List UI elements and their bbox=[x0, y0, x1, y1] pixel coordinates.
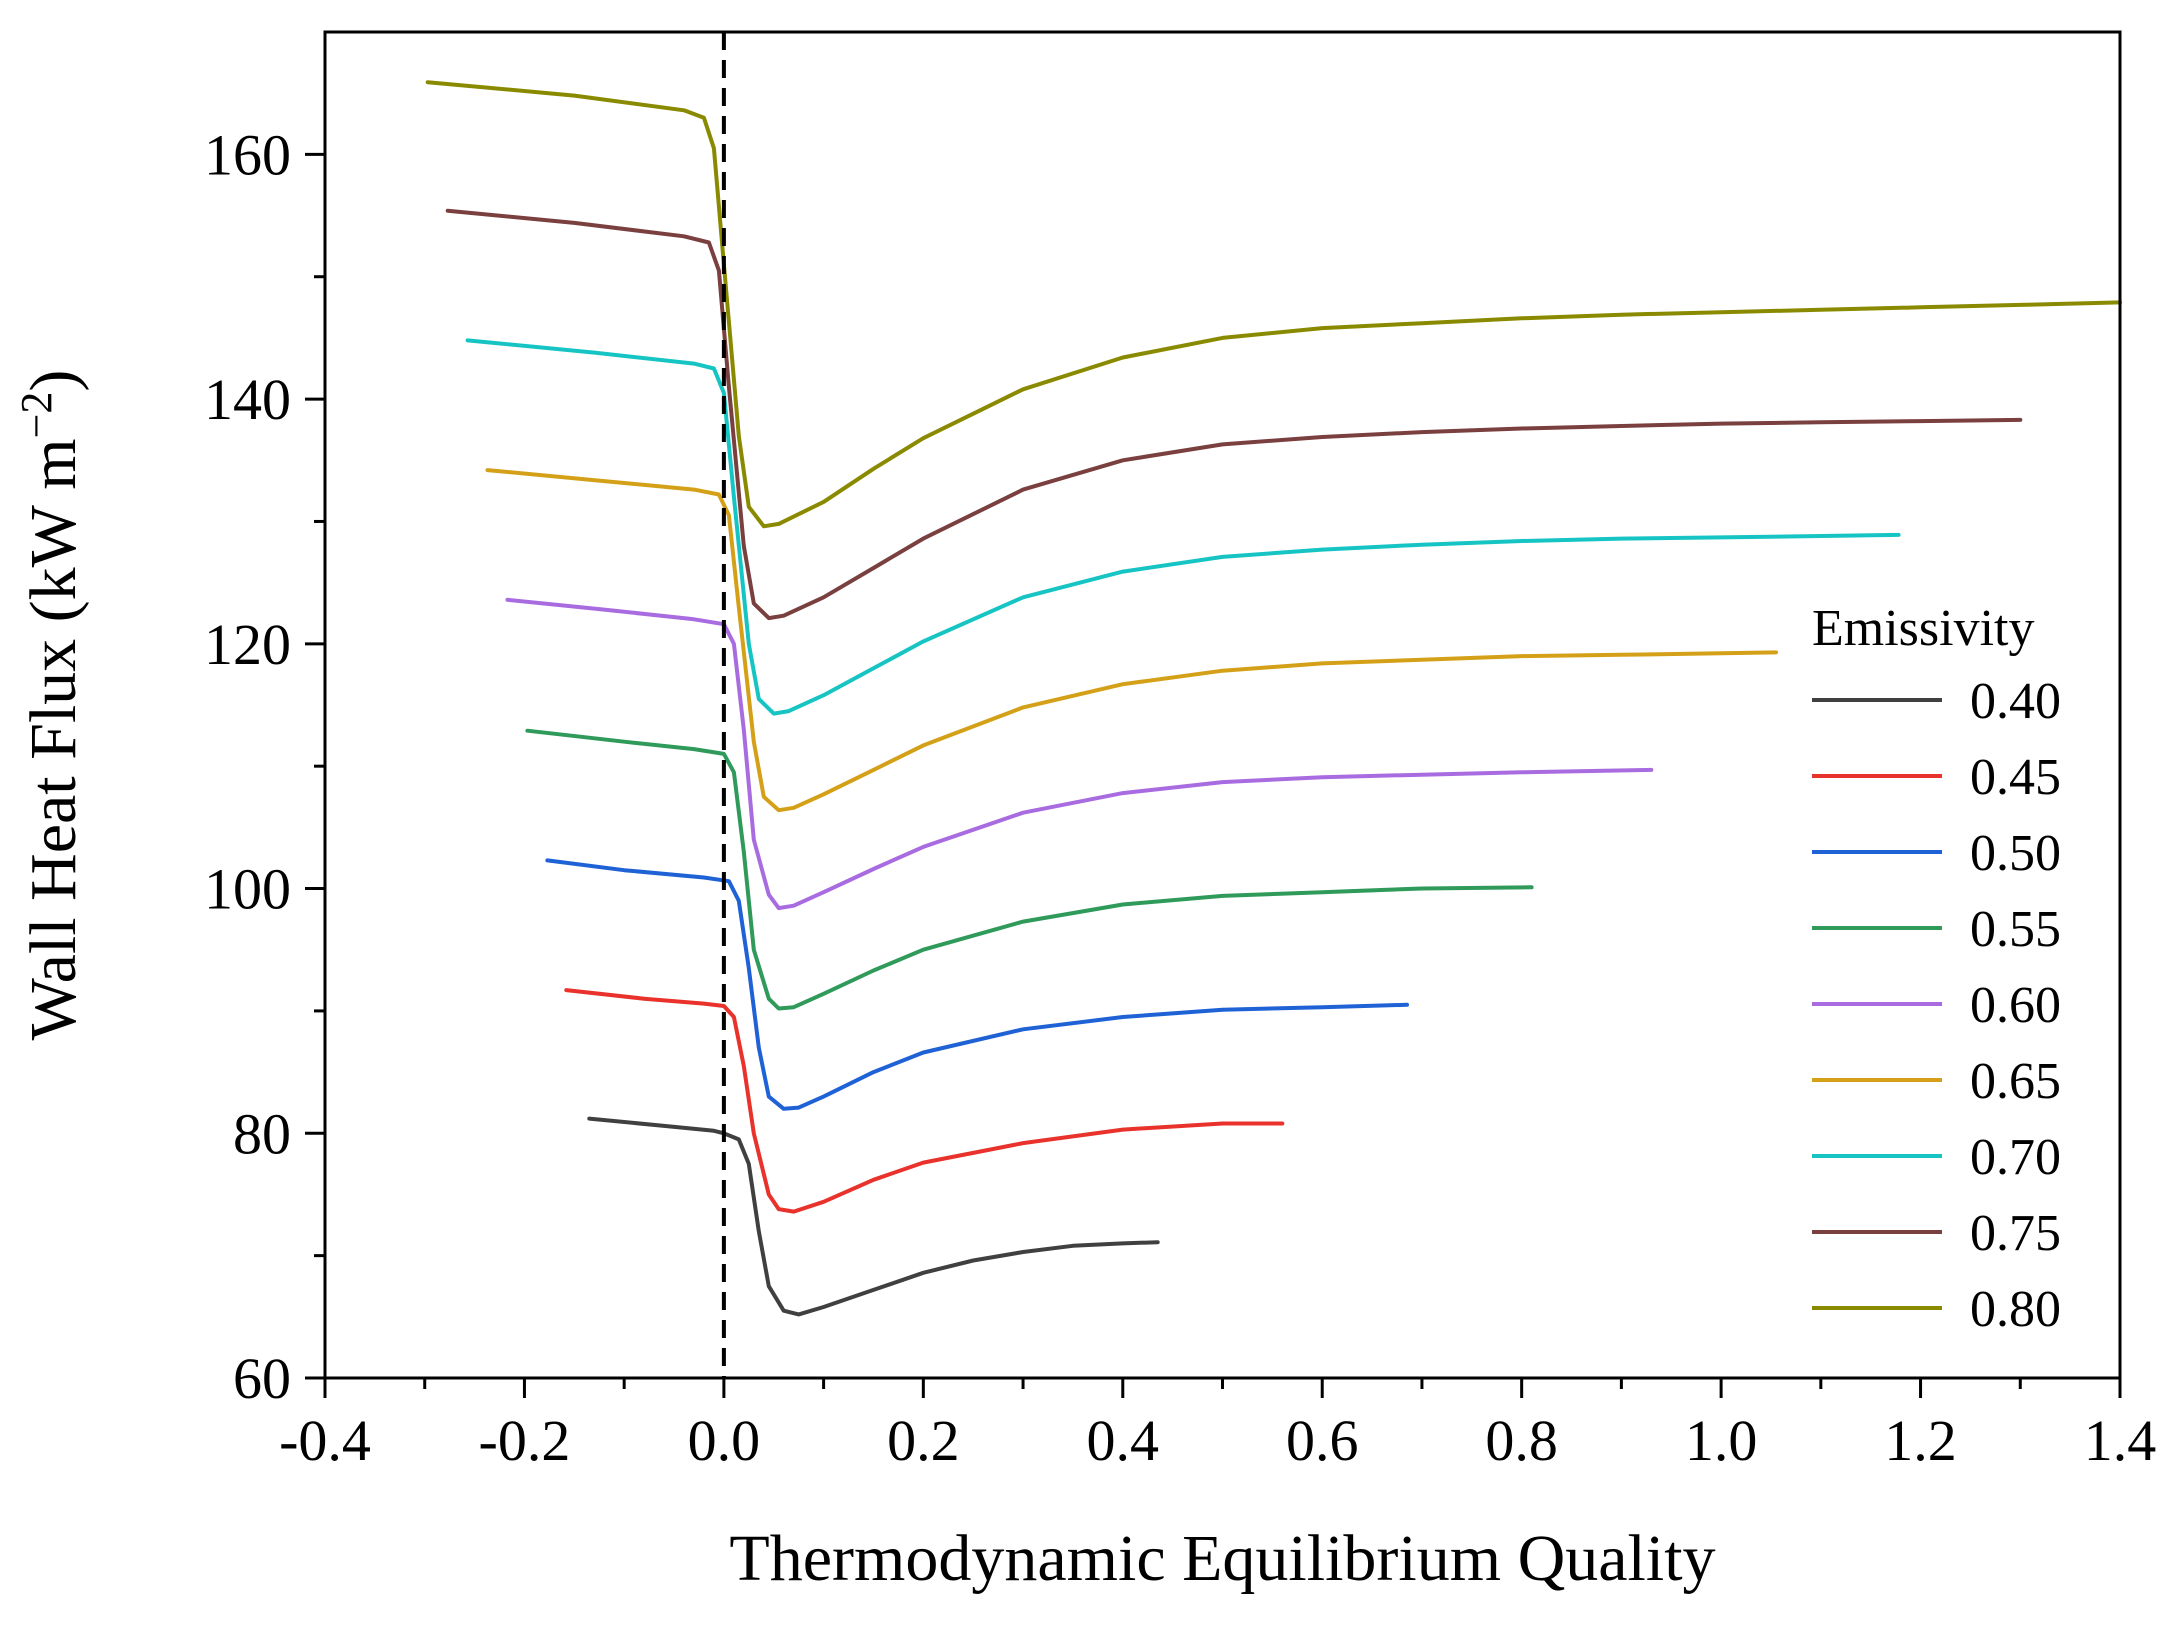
ticks-layer bbox=[305, 152, 2122, 1398]
y-tick-label: 120 bbox=[204, 612, 291, 677]
legend-label-0.75: 0.75 bbox=[1970, 1205, 2061, 1262]
x-tick-label: 0.2 bbox=[887, 1408, 960, 1473]
legend-label-0.45: 0.45 bbox=[1970, 749, 2061, 806]
series-line-0.70 bbox=[465, 338, 1901, 716]
legend: Emissivity 0.40 0.45 0.50 0.55 0.60 0.65 0.70 0… bbox=[1812, 600, 2061, 1338]
legend-label-0.55: 0.55 bbox=[1970, 901, 2061, 958]
x-axis-title: Thermodynamic Equilibrium Quality bbox=[729, 1522, 1715, 1595]
legend-label-0.40: 0.40 bbox=[1970, 673, 2061, 730]
y-axis-title: Wall Heat Flux (kW m−2) bbox=[12, 370, 91, 1041]
legend-title: Emissivity bbox=[1812, 600, 2034, 657]
plot-frame bbox=[323, 30, 2122, 1380]
y-tick-label: 60 bbox=[233, 1346, 291, 1411]
y-axis-title-main: Wall Heat Flux (kW m bbox=[17, 438, 90, 1040]
x-tick-label: 0.8 bbox=[1485, 1408, 1558, 1473]
x-tick-label: 1.2 bbox=[1884, 1408, 1957, 1473]
x-tick-label: 1.0 bbox=[1685, 1408, 1758, 1473]
series-layer bbox=[425, 80, 2122, 1317]
series-line-0.45 bbox=[564, 988, 1285, 1214]
x-tick-label: 0.4 bbox=[1087, 1408, 1160, 1473]
legend-label-0.60: 0.60 bbox=[1970, 977, 2061, 1034]
legend-label-0.80: 0.80 bbox=[1970, 1281, 2061, 1338]
y-tick-label: 80 bbox=[233, 1101, 291, 1166]
x-tick-label: 1.4 bbox=[2084, 1408, 2157, 1473]
x-tick-label: 0.6 bbox=[1286, 1408, 1359, 1473]
y-tick-labels: 60 80 100 120 140 160 bbox=[204, 122, 291, 1411]
x-tick-label: -0.2 bbox=[479, 1408, 571, 1473]
y-tick-label: 100 bbox=[204, 857, 291, 922]
legend-label-0.50: 0.50 bbox=[1970, 825, 2061, 882]
series-line-0.80 bbox=[425, 80, 2122, 529]
legend-label-0.70: 0.70 bbox=[1970, 1129, 2061, 1186]
y-tick-label: 140 bbox=[204, 367, 291, 432]
y-axis-title-superscript: −2 bbox=[12, 392, 61, 439]
x-tick-label: -0.4 bbox=[279, 1408, 371, 1473]
series-line-0.65 bbox=[485, 468, 1778, 813]
series-line-0.55 bbox=[525, 728, 1534, 1011]
y-axis-title-close: ) bbox=[17, 370, 90, 392]
legend-label-0.65: 0.65 bbox=[1970, 1053, 2061, 1110]
x-tick-label: 0.0 bbox=[688, 1408, 761, 1473]
series-line-0.75 bbox=[445, 208, 2023, 621]
x-tick-labels: -0.4 -0.2 0.0 0.2 0.4 0.6 0.8 1.0 1.2 1.4 bbox=[279, 1408, 2156, 1473]
y-tick-label: 160 bbox=[204, 122, 291, 187]
